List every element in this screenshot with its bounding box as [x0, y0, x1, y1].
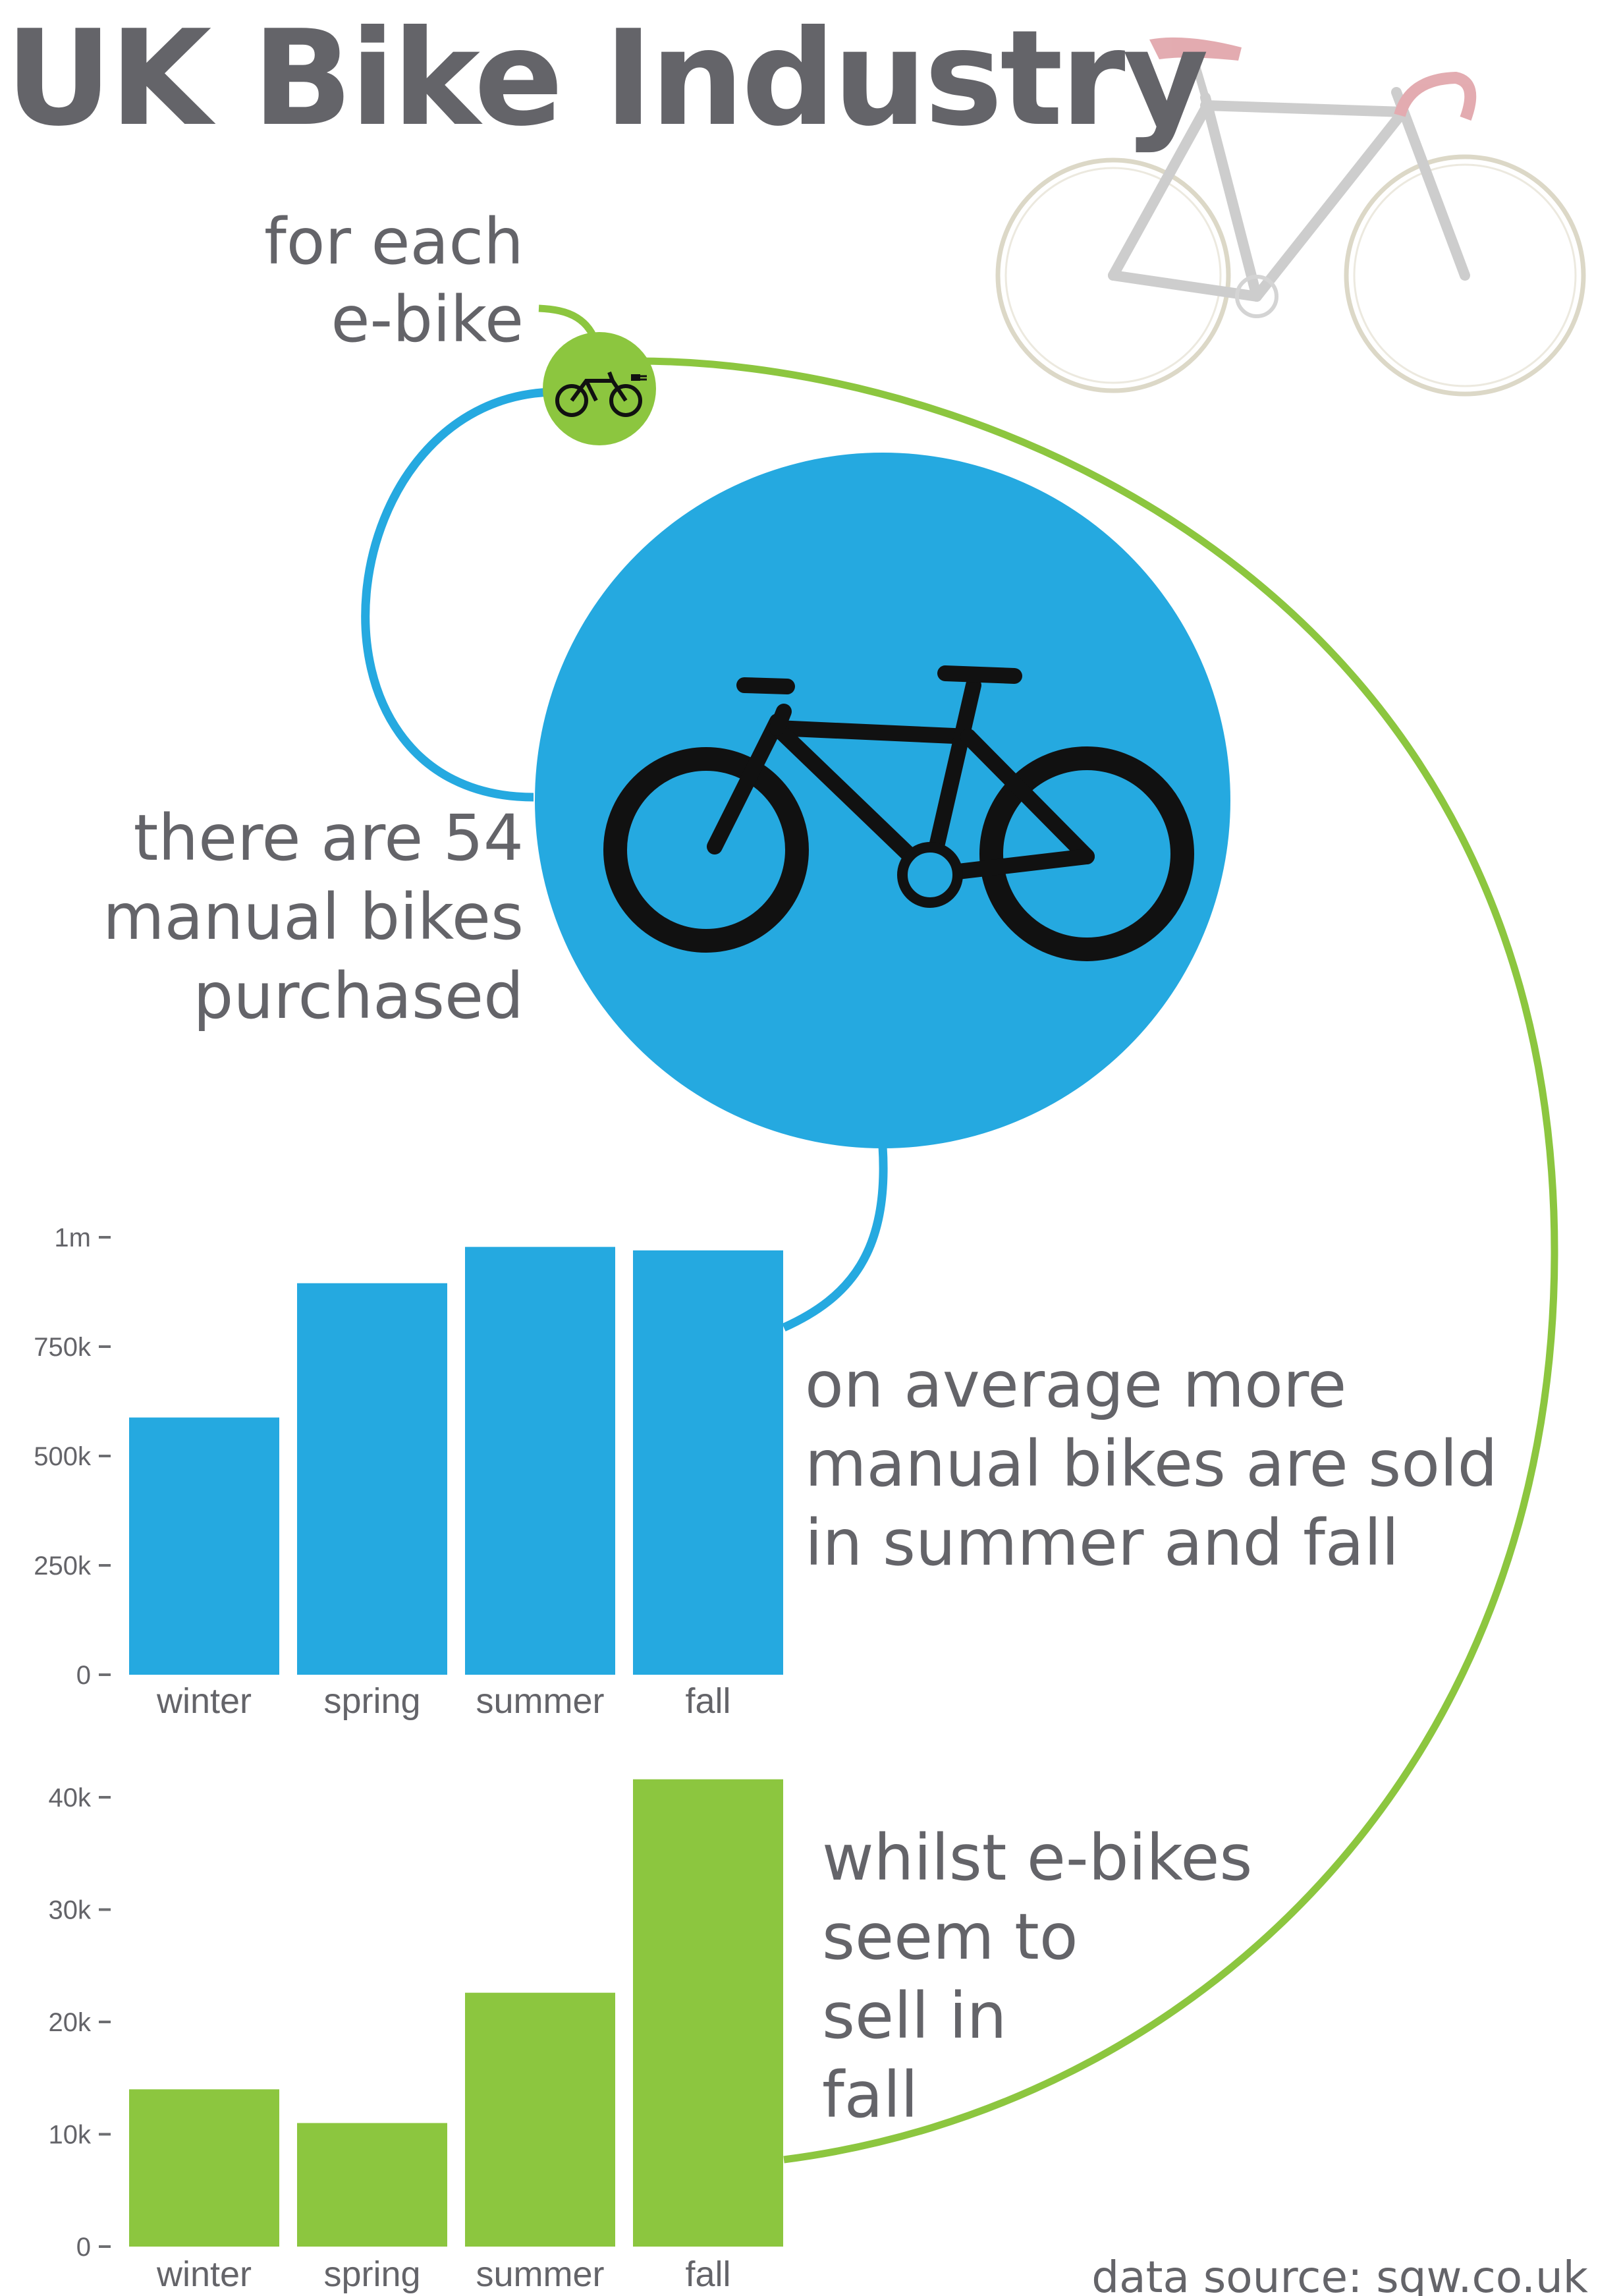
manual-note-line-1: on average more: [805, 1348, 1347, 1422]
manual-note-line-2: manual bikes are sold: [805, 1427, 1498, 1501]
ebike-y-axis: 0 10k 20k 30k 40k: [49, 1783, 111, 2262]
ebike-y-tick-label: 40k: [49, 1783, 92, 1812]
ebike-bar-spring: [297, 2123, 447, 2247]
ebike-x-label-winter: winter: [156, 2254, 252, 2294]
manual-x-label-spring: spring: [323, 1681, 420, 1721]
manual-line-2: manual bikes: [103, 880, 524, 954]
ebike-chart: 0 10k 20k 30k 40k winter spring summer fall: [49, 1779, 783, 2294]
manual-connector-arc: [361, 387, 561, 802]
ebike-note-line-2: seem to: [822, 1900, 1078, 1974]
manual-x-label-summer: summer: [476, 1681, 604, 1721]
bicycle-icon: [603, 665, 1194, 961]
data-source-note: data source: sqw.co.uk: [1091, 2252, 1588, 2296]
manual-line-3: purchased: [193, 959, 524, 1033]
ebike-note-line-3: sell in: [822, 1979, 1007, 2053]
manual-chart-connector: [782, 1146, 888, 1331]
manual-y-tick-label: 0: [76, 1661, 91, 1690]
manual-bar-summer: [465, 1246, 615, 1675]
manual-bike-badge: [535, 453, 1230, 1148]
road-bike-icon: [995, 37, 1586, 397]
manual-x-axis: winter spring summer fall: [156, 1681, 731, 1721]
manual-x-label-fall: fall: [685, 1681, 730, 1721]
ebike-connector-arc: [637, 357, 1558, 2164]
ebike-x-label-fall: fall: [685, 2254, 730, 2294]
ebike-y-tick-label: 10k: [49, 2121, 92, 2150]
manual-ratio-text: there are 54 manual bikes purchased: [0, 798, 524, 1036]
manual-bar-winter: [129, 1417, 279, 1675]
ebike-x-axis: winter spring summer fall: [156, 2254, 731, 2294]
manual-note: on average more manual bikes are sold in…: [805, 1345, 1498, 1582]
manual-x-label-winter: winter: [156, 1681, 252, 1721]
ebike-x-label-spring: spring: [323, 2254, 420, 2294]
ebike-note-line-4: fall: [822, 2058, 918, 2132]
manual-bikes-chart: 0 250k 500k 750k 1m winter spring summer fall: [34, 1223, 783, 1721]
ebike-bars: [129, 1779, 783, 2247]
lead-line-1: for each: [263, 205, 524, 279]
ebike-y-tick-label: 0: [76, 2233, 91, 2262]
ebike-x-label-summer: summer: [476, 2254, 604, 2294]
manual-y-tick-label: 1m: [54, 1223, 91, 1252]
manual-note-line-3: in summer and fall: [805, 1506, 1400, 1580]
ebike-y-tick-label: 20k: [49, 2008, 92, 2037]
manual-line-1: there are 54: [133, 801, 524, 875]
manual-bar-fall: [633, 1250, 783, 1675]
ebike-bar-summer: [465, 1992, 615, 2247]
manual-y-tick-label: 750k: [34, 1333, 92, 1362]
manual-y-tick-label: 500k: [34, 1442, 92, 1471]
manual-bars: [129, 1246, 783, 1675]
ebike-note: whilst e-bikes seem to sell in fall: [822, 1818, 1252, 2135]
manual-bar-spring: [297, 1283, 447, 1675]
ebike-bar-fall: [633, 1779, 783, 2247]
manual-y-axis: 0 250k 500k 750k 1m: [34, 1223, 111, 1690]
manual-y-tick-label: 250k: [34, 1552, 92, 1581]
ebike-note-line-1: whilst e-bikes: [822, 1821, 1253, 1895]
lead-text: for each e-bike: [0, 203, 524, 358]
lead-line-2: e-bike: [331, 283, 524, 356]
ebike-bar-winter: [129, 2089, 279, 2247]
page-title: UK Bike Industry: [5, 2, 1209, 155]
ebike-y-tick-label: 30k: [49, 1896, 92, 1925]
electric-bike-icon: [543, 332, 656, 445]
